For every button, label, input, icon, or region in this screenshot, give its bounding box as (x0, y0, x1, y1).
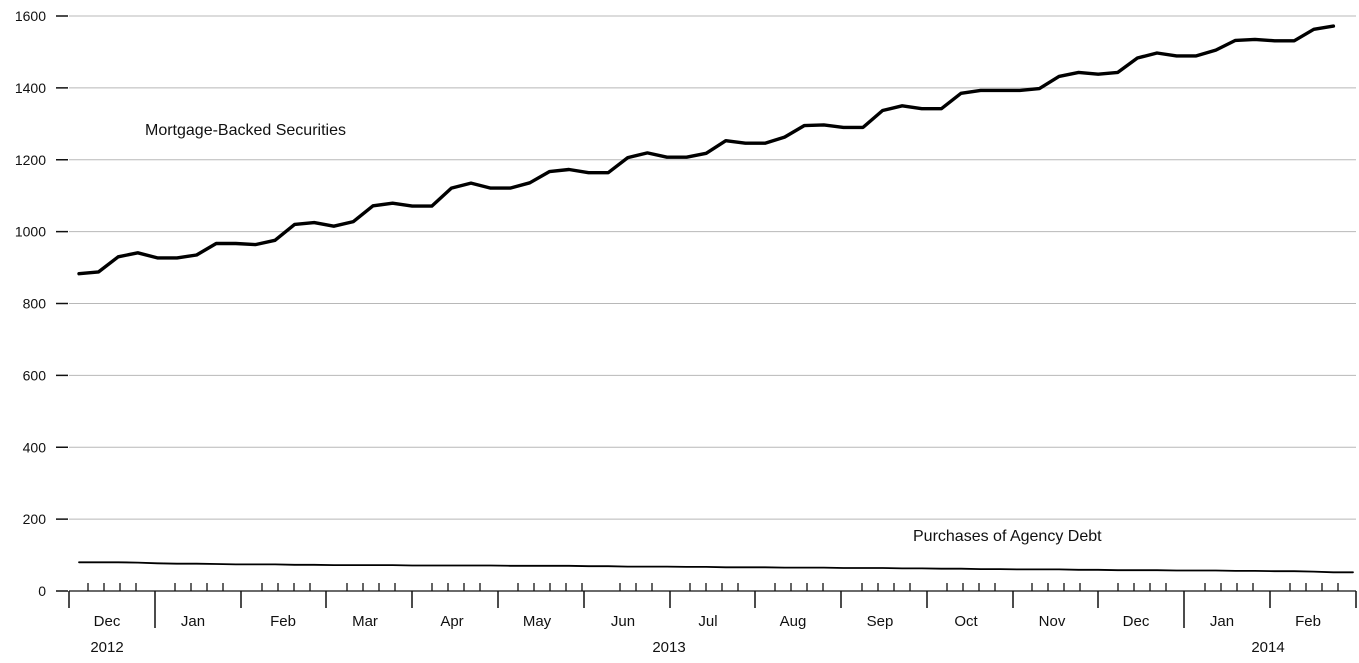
x-month-label: Jun (611, 613, 635, 630)
series-line-purchases-of-agency-debt (78, 561, 1354, 574)
x-year-label: 2012 (90, 639, 123, 656)
x-month-label: Jan (1210, 613, 1234, 630)
y-tick-label: 400 (23, 439, 47, 455)
x-month-label: Dec (94, 613, 121, 630)
x-month-label: Jul (698, 613, 717, 630)
x-year-label: 2014 (1251, 639, 1284, 656)
y-tick-label: 200 (23, 511, 47, 527)
x-year-label: 2013 (652, 639, 685, 656)
y-tick-label: 1000 (15, 224, 46, 240)
y-axis: 0 200 400 600 800 1000 1200 1400 1600 (15, 8, 68, 599)
y-tick-label: 1400 (15, 80, 46, 96)
y-tick-label: 0 (38, 583, 46, 599)
x-month-label: Oct (954, 613, 978, 630)
x-month-label: May (523, 613, 552, 630)
x-month-label: Jan (181, 613, 205, 630)
series-label-purchases-of-agency-debt: Purchases of Agency Debt (913, 528, 1102, 545)
x-month-label: Apr (440, 613, 463, 630)
x-month-label: Mar (352, 613, 378, 630)
x-month-label: Feb (270, 613, 296, 630)
y-tick-label: 1200 (15, 152, 46, 168)
y-tick-label: 800 (23, 296, 47, 312)
series-label-mortgage-backed-securities: Mortgage-Backed Securities (145, 122, 346, 139)
series-line-mortgage-backed-securities (77, 24, 1336, 276)
gridlines (69, 15, 1356, 520)
x-month-label: Dec (1123, 613, 1150, 630)
y-tick-label: 600 (23, 367, 47, 383)
x-month-label: Nov (1039, 613, 1066, 630)
series-lines (77, 24, 1354, 574)
y-tick-label: 1600 (15, 8, 46, 24)
x-month-label: Feb (1295, 613, 1321, 630)
x-axis: Dec Jan Feb Mar Apr May Jun Jul Aug Sep Oct Nov Dec J… (68, 583, 1357, 656)
series-labels: Mortgage-Backed Securities Purchases of … (145, 122, 1102, 545)
x-month-label: Sep (867, 613, 894, 630)
x-month-label: Aug (780, 613, 807, 630)
